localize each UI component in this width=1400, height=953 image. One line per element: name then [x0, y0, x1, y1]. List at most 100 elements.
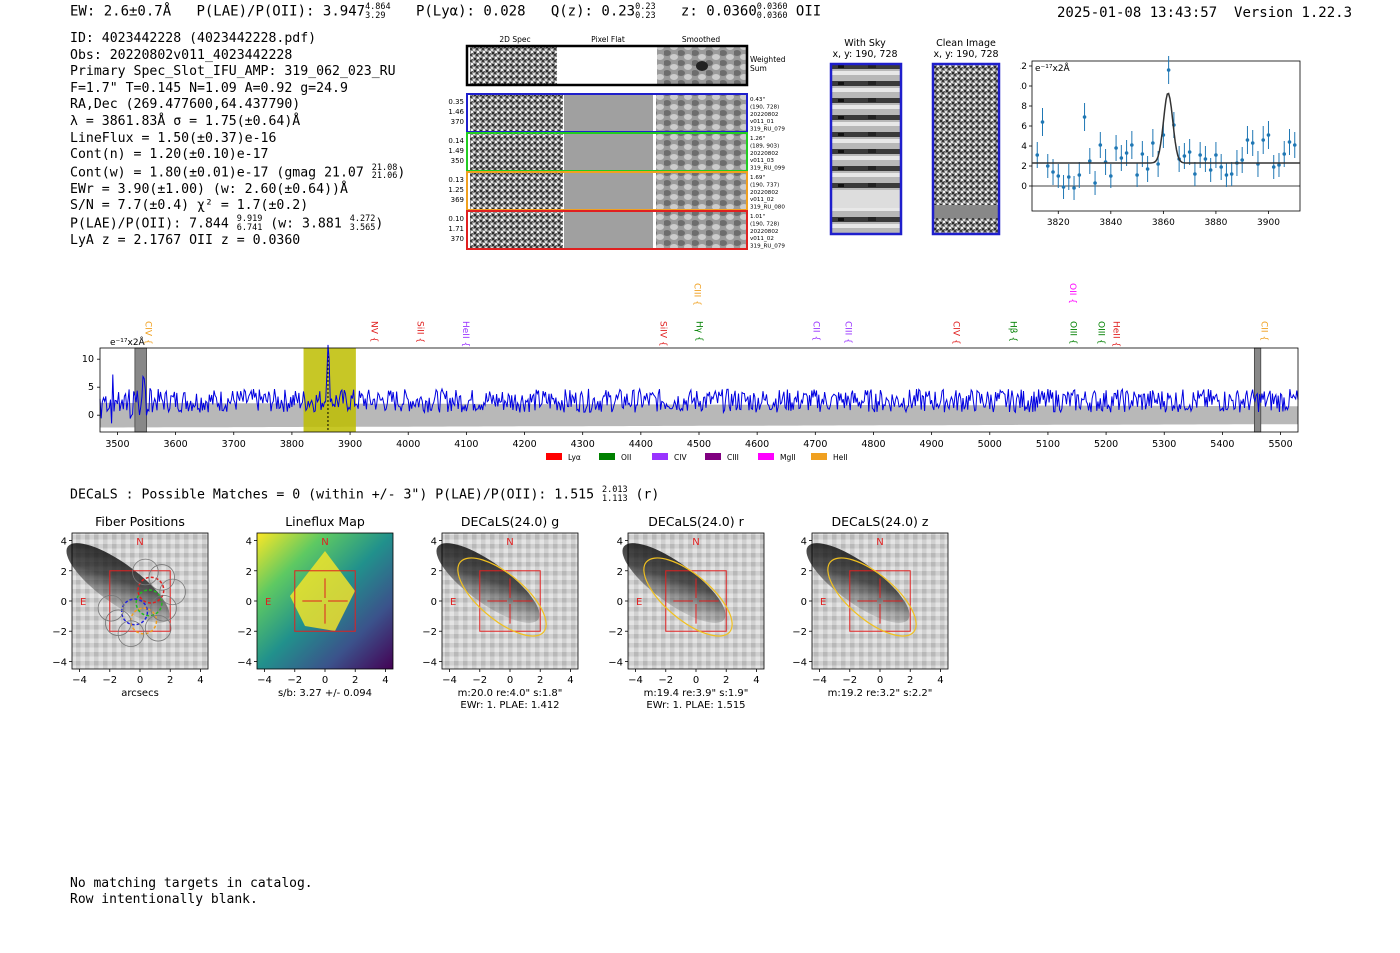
panel-ytick-label: −4	[422, 657, 437, 668]
zoom-point	[1124, 151, 1129, 155]
plae-hi: 4.864	[365, 2, 391, 12]
zoom-ytick-label: 8	[1021, 102, 1027, 112]
full-xtick-label: 3800	[280, 439, 304, 450]
cutout-right-1-2: 20220802	[750, 151, 778, 157]
emission-line-label: CIII {	[691, 283, 701, 306]
panel-xtick-label: 4	[937, 675, 943, 686]
panel-ytick-label: 4	[431, 537, 437, 548]
zoom-point	[1277, 163, 1281, 167]
zoom-point	[1271, 165, 1276, 169]
panel-ytick-label: −4	[52, 657, 67, 668]
cutout-right-3-3: v011_02	[750, 236, 774, 242]
zoom-point	[1056, 174, 1061, 178]
emission-line-label: HeII {	[1111, 321, 1121, 347]
panel-ytick-label: 4	[617, 537, 623, 548]
clean-image-coords: x, y: 190, 728	[933, 49, 999, 60]
legend-swatch	[652, 453, 668, 460]
emission-line-label: CII {	[1258, 321, 1268, 341]
cutout-flat-3	[564, 212, 653, 248]
panel-xtick-label: 0	[137, 675, 143, 686]
galaxy-image	[436, 543, 540, 623]
zoom-point	[1229, 172, 1234, 176]
weighted-label-1: Weighted	[750, 55, 786, 64]
zoom-point	[1151, 141, 1155, 145]
zoom-axes-frame	[1031, 60, 1301, 212]
zoom-ytick-label: 10	[1020, 82, 1027, 92]
cutout-smoothed-2	[656, 173, 746, 209]
full-unit-label: e⁻¹⁷x2Å	[110, 336, 146, 348]
full-xtick-label: 4500	[687, 439, 711, 450]
panel-caption-2: EWr: 1. PLAE: 1.515	[646, 700, 745, 711]
masked-band	[1253, 347, 1262, 433]
panel-xtick-label: −2	[658, 675, 673, 686]
zoom-point	[1245, 138, 1250, 142]
panel-xtick-label: −4	[442, 675, 457, 686]
decals-lo: 1.113	[601, 493, 628, 504]
zoom-point	[1035, 153, 1040, 157]
z-lo: 0.0360	[756, 10, 788, 21]
datetime: 2025-01-08 13:43:57	[1057, 5, 1218, 21]
zoom-point	[1156, 162, 1160, 166]
plae-info-hi: 9.919	[236, 214, 263, 225]
panel-ytick-label: −4	[608, 657, 623, 668]
panel-xtick-label: −2	[102, 675, 117, 686]
cutout-smoothed-1	[656, 134, 746, 170]
emission-line-label: CII {	[811, 321, 821, 341]
cutout-right-1-3: v011_03	[750, 158, 774, 164]
legend-swatch	[811, 453, 827, 460]
panel-xtick-label: 2	[352, 675, 358, 686]
legend-swatch	[758, 453, 774, 460]
zoom-point	[1224, 173, 1229, 177]
zoom-point	[1240, 158, 1244, 162]
zoom-point	[1187, 150, 1192, 154]
weighted-frame	[465, 44, 749, 87]
cutout-smoothed-0	[656, 95, 746, 131]
emission-line-label: SiIV {	[658, 321, 668, 347]
full-xtick-label: 5100	[1036, 439, 1060, 450]
panel-ytick-label: 2	[431, 567, 437, 578]
full-xtick-label: 4400	[629, 439, 653, 450]
masked-band	[134, 347, 147, 433]
summary-header: EW: 2.6±0.7Å P(LAE)/P(OII): 3.9474.864 3.…	[70, 3, 821, 20]
zoom-point	[1119, 156, 1124, 160]
panel-xtick-label: 2	[537, 675, 543, 686]
footer-line-2: Row intentionally blank.	[70, 892, 258, 907]
panel-xtick-label: 0	[322, 675, 328, 686]
plae-w-lo: 3.565	[349, 222, 376, 233]
fiber-circle	[132, 558, 159, 586]
z-line: OII	[795, 3, 822, 20]
zoom-point	[1130, 143, 1134, 147]
cutout-right-0-3: v011_01	[750, 119, 774, 125]
emission-line-label: OIII {	[1068, 321, 1078, 345]
info-lyaz: LyA z = 2.1767 OII z = 0.0360	[70, 233, 301, 249]
aperture-ellipse	[457, 557, 547, 637]
cutout-right-1-4: 319_RU_099	[750, 166, 785, 172]
panel-ytick-label: −2	[237, 627, 252, 638]
zoom-point	[1109, 174, 1113, 178]
zoom-point	[1250, 141, 1255, 145]
full-xtick-label: 4700	[803, 439, 827, 450]
weighted-sum-row: Weighted Sum	[465, 44, 786, 87]
decals-end: (r)	[635, 487, 660, 503]
cutout-right-1-0: 1.26"	[750, 136, 765, 142]
spectrum-trace	[99, 344, 1299, 424]
panel-xtick-label: −4	[812, 675, 827, 686]
cutout-right-0-4: 319_RU_079	[750, 127, 785, 133]
panel-ytick-label: −2	[608, 627, 623, 638]
panel-xtick-label: 0	[877, 675, 883, 686]
panel-ytick-label: −4	[237, 657, 252, 668]
legend-label: CIV	[674, 453, 687, 462]
cutout-left-0-2: 370	[451, 118, 464, 126]
info-sn: S/N = 7.7(±0.4) χ² = 1.7(±0.2)	[70, 198, 309, 214]
emission-line-label: OII {	[1067, 283, 1077, 304]
header-smoothed: Smoothed	[682, 35, 721, 44]
full-xtick-label: 4200	[512, 439, 536, 450]
cutout-flat-1	[564, 134, 653, 170]
zoom-point	[1208, 168, 1213, 172]
panel-ytick-label: 4	[801, 537, 807, 548]
zoom-spectrum-plot: e⁻¹⁷x2Å 0 2 4 6 8 10 12 3820 3840 3860 3880 3900	[1020, 55, 1301, 228]
zoom-point	[1198, 153, 1202, 157]
panel-ytick-label: 4	[246, 537, 252, 548]
zoom-point	[1166, 68, 1171, 72]
plae-w: (w: 3.881	[270, 216, 342, 232]
